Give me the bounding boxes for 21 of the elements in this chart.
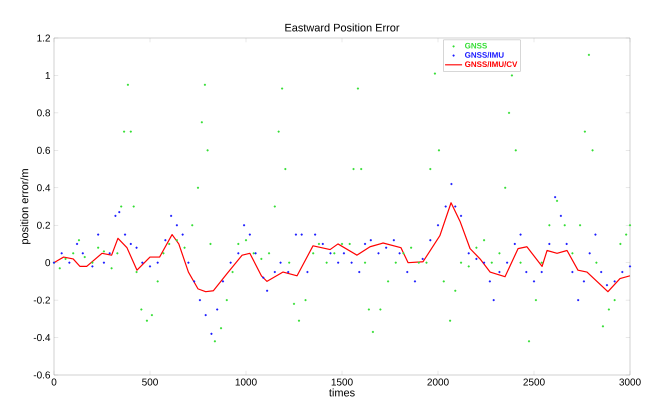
- chart-title: Eastward Position Error: [285, 23, 400, 32]
- x-tick-label: 2500: [523, 378, 545, 386]
- y-tick-label: -0.6: [34, 371, 50, 379]
- y-tick-label: 0.8: [37, 109, 50, 116]
- y-axis-title: position error/m: [20, 169, 30, 244]
- y-tick-label: 0.2: [37, 222, 50, 229]
- y-tick-label: 0.4: [37, 184, 50, 192]
- y-tick-label: 0.6: [37, 146, 50, 154]
- y-tick-label: 0: [45, 259, 50, 266]
- x-tick-label: 2000: [427, 378, 449, 386]
- y-tick-label: 1: [46, 72, 50, 79]
- x-tick-label: 0: [52, 378, 56, 386]
- x-tick-label: 500: [142, 378, 158, 386]
- x-tick-label: 1000: [236, 378, 257, 386]
- x-tick-label: 1500: [332, 378, 353, 386]
- y-tick-label: 1.2: [37, 34, 50, 42]
- x-tick-label: 3000: [619, 378, 641, 386]
- x-axis-title: times: [329, 388, 355, 396]
- y-tick-label: -0.4: [34, 334, 50, 342]
- y-tick-label: -0.2: [34, 296, 50, 304]
- line-series: [54, 202, 630, 292]
